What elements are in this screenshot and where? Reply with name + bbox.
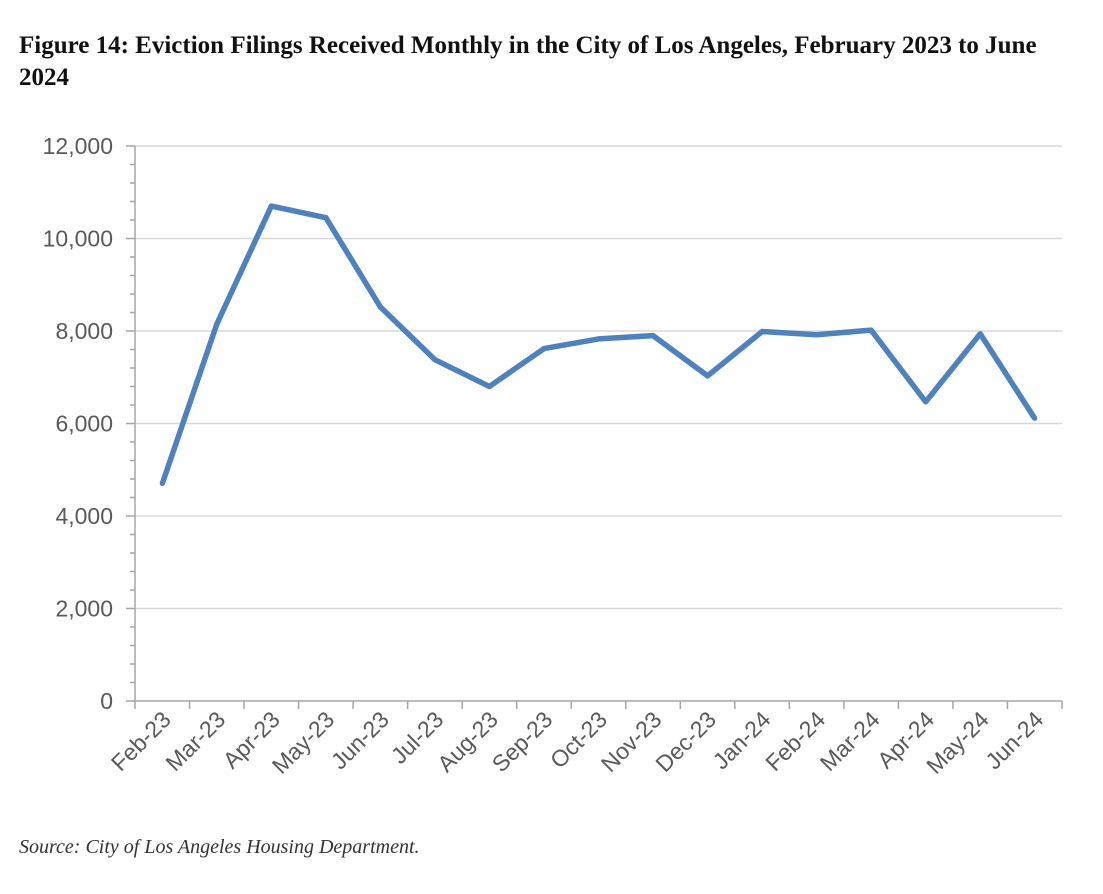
data-point-Feb-23 [159, 481, 165, 487]
x-tick-label: Feb-24 [760, 706, 830, 776]
x-tick-label: Dec-23 [650, 706, 721, 777]
data-point-Oct-23 [596, 336, 601, 342]
y-tick-label: 6,000 [55, 411, 113, 437]
x-tick-label: Feb-23 [106, 706, 176, 776]
x-tick-label: Sep-23 [487, 706, 558, 777]
y-tick-label: 12,000 [43, 133, 113, 159]
data-point-May-24 [977, 331, 983, 337]
data-point-Nov-23 [650, 333, 656, 339]
data-point-Mar-24 [868, 327, 874, 333]
axes [126, 145, 1063, 709]
x-tick-label: May-23 [267, 706, 340, 779]
x-tick-label: Jun-23 [326, 706, 394, 774]
series-layer [159, 203, 1038, 487]
x-tick-label: Nov-23 [596, 706, 667, 777]
x-tick-label: Mar-23 [160, 706, 230, 776]
figure-title: Figure 14: Eviction Filings Received Mon… [19, 32, 1037, 91]
data-point-Feb-24 [814, 332, 820, 338]
y-tick-label: 4,000 [55, 503, 113, 529]
x-tick-label: Jun-24 [980, 706, 1048, 774]
data-point-Jun-24 [1032, 415, 1038, 421]
x-tick-label: May-24 [921, 706, 994, 779]
data-point-Aug-23 [486, 384, 492, 389]
data-point-Apr-23 [268, 203, 274, 209]
x-tick-label: Mar-24 [815, 706, 885, 776]
y-tick-label: 10,000 [43, 226, 113, 252]
data-point-May-23 [323, 215, 329, 221]
y-tick-label: 0 [100, 688, 113, 714]
data-point-Sep-23 [541, 346, 547, 352]
data-point-Jul-23 [432, 357, 438, 363]
series-line [159, 203, 1038, 485]
y-tick-label: 8,000 [55, 318, 113, 344]
data-point-Apr-24 [923, 399, 929, 405]
source-note: Source: City of Los Angeles Housing Depa… [19, 836, 420, 858]
tick-labels: 02,0004,0006,0008,00010,00012,000Feb-23M… [43, 133, 1049, 779]
x-tick-label: Aug-23 [432, 706, 503, 777]
gridlines [135, 145, 1062, 610]
data-point-Jan-24 [759, 328, 765, 334]
data-point-Dec-23 [705, 373, 711, 379]
data-point-Mar-23 [214, 321, 220, 327]
y-tick-label: 2,000 [55, 596, 113, 622]
data-point-Jun-23 [377, 304, 383, 310]
eviction-filings-line-chart: 02,0004,0006,0008,00010,00012,000Feb-23M… [43, 133, 1063, 779]
